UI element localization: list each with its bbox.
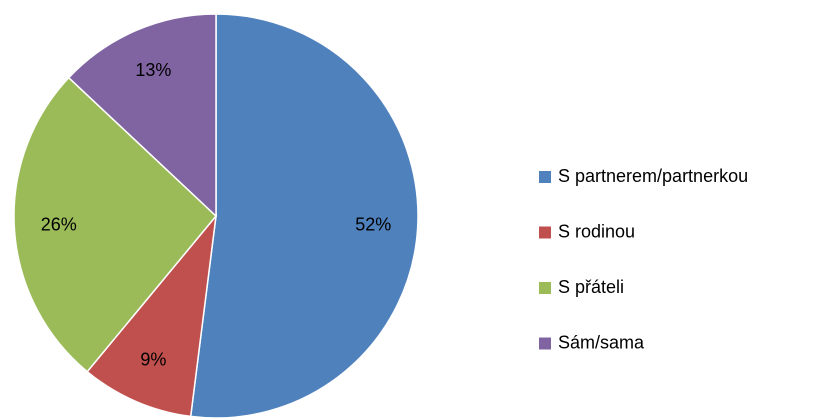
pie-slice bbox=[13, 76, 218, 373]
data-label: 13% bbox=[135, 60, 171, 80]
legend-label: S rodinou bbox=[558, 221, 635, 241]
pie-slice bbox=[67, 13, 217, 218]
legend-swatch bbox=[539, 171, 551, 183]
legend-swatch bbox=[539, 282, 551, 294]
legend-swatch bbox=[539, 337, 551, 350]
data-label: 52% bbox=[355, 215, 391, 235]
legend-label: S partnerem/partnerkou bbox=[558, 166, 748, 186]
legend-swatch bbox=[539, 226, 551, 239]
legend-label: S přáteli bbox=[558, 277, 624, 297]
legend-label: Sám/sama bbox=[558, 332, 645, 352]
pie-slice bbox=[86, 213, 218, 418]
data-label: 26% bbox=[41, 215, 77, 235]
data-label: 9% bbox=[140, 349, 166, 369]
pie-slice bbox=[189, 13, 419, 419]
